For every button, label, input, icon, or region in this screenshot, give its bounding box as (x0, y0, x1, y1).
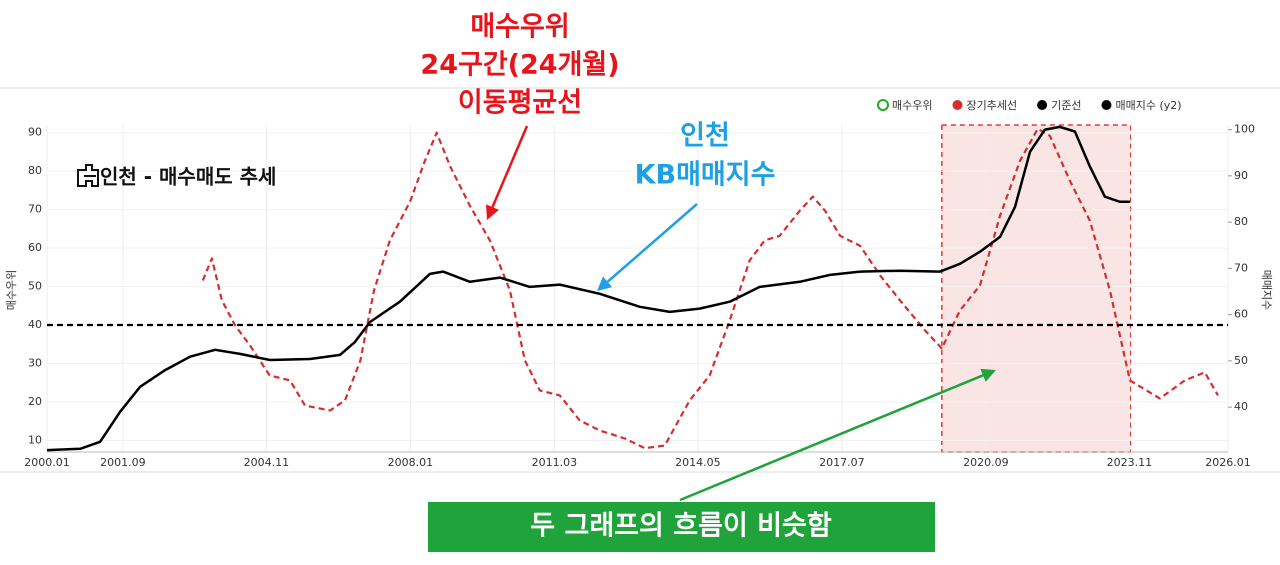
y2-tick-label: 100 (1234, 123, 1255, 136)
arrow-shaft (679, 374, 984, 502)
y2-tick-label: 50 (1234, 354, 1248, 367)
y-axis-label: 매수우위 (5, 270, 18, 310)
y2-axis-label: 매매지수 (1260, 270, 1273, 310)
legend-marker (952, 100, 963, 110)
arrow-shaft (491, 125, 529, 208)
legend-label: 장기추세선 (966, 99, 1017, 112)
series-line (201, 127, 1219, 450)
arrow-head (486, 204, 499, 220)
chart-title-group: 인천 - 매수매도 추세 (77, 164, 276, 189)
annotation-text: 인천 (680, 121, 730, 152)
legend-label: 매매지수 (y2) (1115, 99, 1181, 112)
annotation-box (428, 502, 935, 552)
arrow-shaft (606, 203, 698, 283)
legend-item: 장기추세선 (952, 99, 1017, 112)
highlight-band (941, 124, 1132, 453)
x-tick-label: 2017.07 (819, 456, 865, 469)
arrow-head (980, 368, 996, 382)
x-tick-label: 2000.01 (24, 456, 70, 469)
legend-marker (877, 99, 889, 111)
annotation: 두 그래프의 흐름이 비슷함 (428, 502, 935, 552)
y2-tick-label: 60 (1234, 308, 1248, 321)
chart-title: 인천 - 매수매도 추세 (100, 165, 276, 189)
title-icon (77, 164, 99, 187)
legend-label: 기준선 (1051, 99, 1081, 112)
y-tick-label: 50 (28, 280, 42, 293)
legend-marker (1101, 100, 1112, 110)
y-tick-label: 40 (28, 318, 42, 331)
arrow (597, 203, 698, 291)
annotation-text: KB매매지수 (635, 160, 776, 191)
y-tick-label: 30 (28, 357, 42, 370)
arrow (679, 368, 996, 502)
y-tick-label: 80 (28, 164, 42, 177)
x-tick-label: 2008.01 (388, 456, 434, 469)
legend-item: 기준선 (1037, 99, 1081, 112)
y-tick-label: 90 (28, 126, 42, 139)
x-tick-label: 2026.01 (1205, 456, 1251, 469)
x-tick-label: 2001.09 (100, 456, 146, 469)
legend-marker (1037, 100, 1048, 110)
annotation-text: 24구간(24개월) (420, 50, 619, 81)
annotation: 매수우위 24구간(24개월) 이동평균선 (420, 12, 619, 119)
x-tick-label: 2014.05 (675, 456, 721, 469)
x-tick-label: 2004.11 (244, 456, 290, 469)
x-tick-label: 2011.03 (532, 456, 578, 469)
y2-tick-label: 80 (1234, 215, 1248, 228)
y-tick-label: 10 (28, 433, 42, 446)
y-tick-label: 60 (28, 241, 42, 254)
y2-tick-label: 90 (1234, 169, 1248, 182)
x-tick-label: 2020.09 (963, 456, 1009, 469)
annotation-text: 이동평균선 (458, 88, 582, 119)
legend-item: 매수우위 (877, 99, 932, 112)
annotation-text: 매수우위 (470, 12, 569, 43)
legend-item: 매매지수 (y2) (1101, 99, 1182, 112)
x-tick-label: 2023.11 (1107, 456, 1153, 469)
annotation: 인천 KB매매지수 (635, 121, 776, 191)
arrow (486, 125, 529, 220)
y-tick-label: 20 (28, 395, 42, 408)
y2-tick-label: 70 (1234, 261, 1248, 274)
series-line (46, 125, 1130, 452)
y2-tick-label: 40 (1234, 400, 1248, 413)
legend-label: 매수우위 (892, 99, 932, 112)
arrow-head (597, 276, 613, 291)
y-tick-label: 70 (28, 203, 42, 216)
annotation-text: 두 그래프의 흐름이 비슷함 (530, 511, 832, 542)
